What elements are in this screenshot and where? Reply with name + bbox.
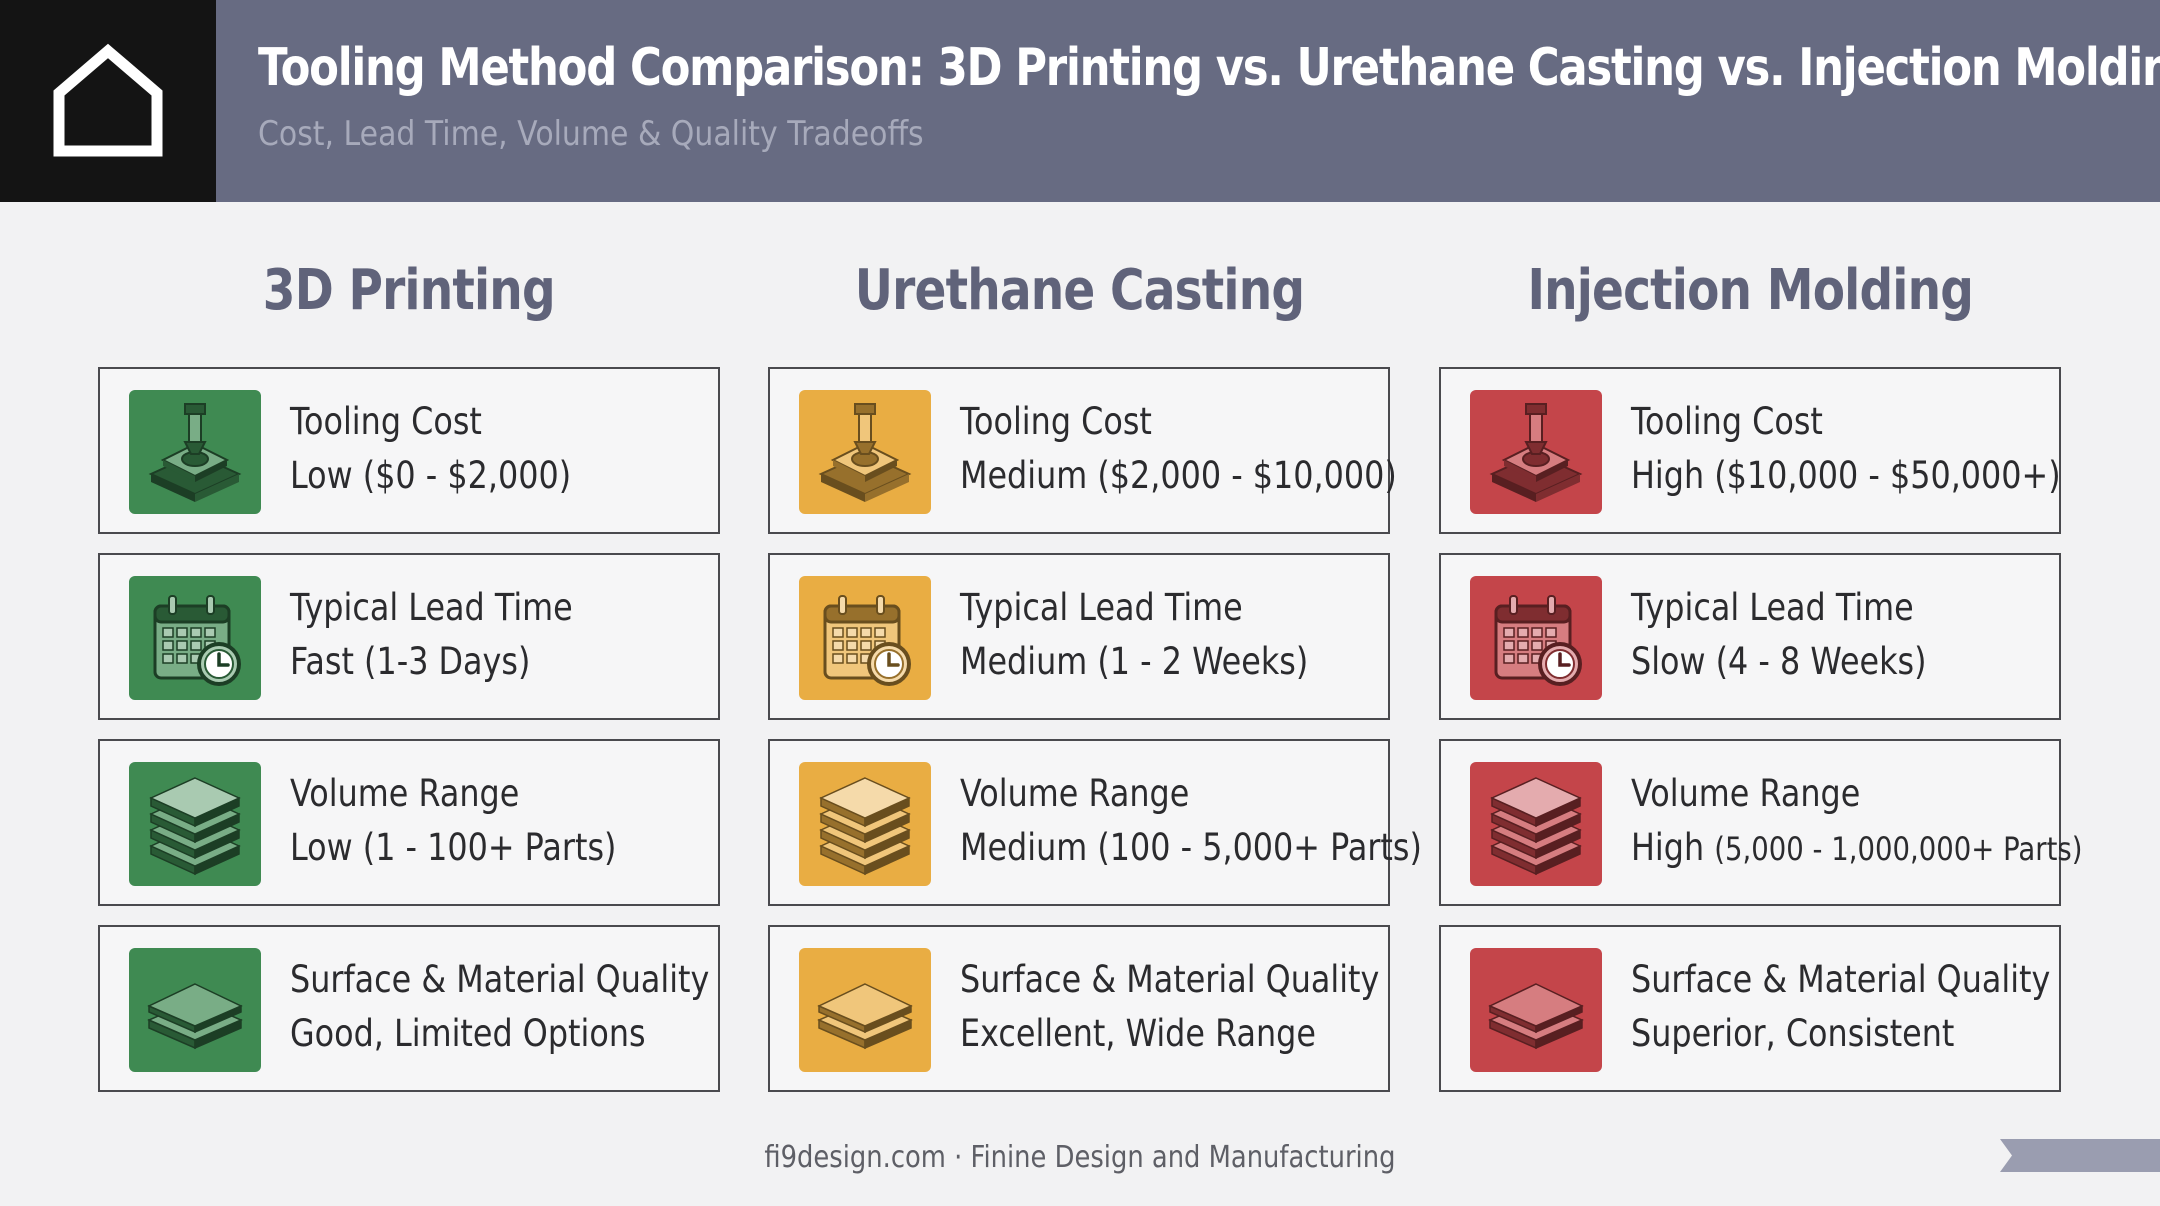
metric-label: Surface & Material Quality bbox=[960, 958, 1380, 1001]
metric-value: Medium (1 - 2 Weeks) bbox=[960, 640, 1309, 683]
card-text: Volume Range Medium (100 - 5,000+ Parts) bbox=[960, 767, 1422, 875]
calendar-clock-icon bbox=[129, 576, 261, 700]
card-text: Tooling Cost Low ($0 - $2,000) bbox=[290, 395, 651, 503]
metric-value: Fast (1-3 Days) bbox=[290, 640, 531, 683]
comparison-card-urethane-casting: Tooling Cost Medium ($2,000 - $10,000) bbox=[768, 367, 1397, 534]
card-text: Surface & Material Quality Superior, Cons… bbox=[1631, 953, 2051, 1061]
metric-value: Medium ($2,000 - $10,000) bbox=[960, 454, 1397, 497]
comparison-card-3d-printing: Volume Range Low (1 - 100+ Parts) bbox=[98, 739, 720, 906]
metric-label: Typical Lead Time bbox=[1631, 586, 1914, 629]
card-text: Typical Lead Time Medium (1 - 2 Weeks) bbox=[960, 581, 1321, 689]
metric-value: High (5,000 - 1,000,000+ Parts) bbox=[1631, 821, 2082, 876]
card-text: Tooling Cost Medium ($2,000 - $10,000) bbox=[960, 395, 1397, 503]
surface-layers-icon bbox=[129, 948, 261, 1072]
comparison-card-injection-molding: Typical Lead Time Slow (4 - 8 Weeks) bbox=[1439, 553, 2061, 720]
comparison-card-urethane-casting: Volume Range Medium (100 - 5,000+ Parts) bbox=[768, 739, 1422, 906]
column-title-urethane-casting: Urethane Casting bbox=[854, 258, 1304, 323]
column-title-injection-molding: Injection Molding bbox=[1527, 258, 1973, 323]
surface-layers-icon bbox=[1470, 948, 1602, 1072]
comparison-card-urethane-casting: Typical Lead Time Medium (1 - 2 Weeks) bbox=[768, 553, 1390, 720]
metric-label: Volume Range bbox=[290, 772, 520, 815]
house-outline-icon bbox=[53, 43, 163, 157]
logo[interactable] bbox=[0, 0, 216, 202]
card-text: Surface & Material Quality Excellent, Wid… bbox=[960, 953, 1380, 1061]
column-title-3d-printing: 3D Printing bbox=[263, 258, 556, 323]
metric-value: Medium (100 - 5,000+ Parts) bbox=[960, 826, 1422, 869]
comparison-card-3d-printing: Surface & Material Quality Good, Limited … bbox=[98, 925, 720, 1092]
metric-label: Surface & Material Quality bbox=[290, 958, 710, 1001]
metric-value: Excellent, Wide Range bbox=[960, 1012, 1316, 1055]
comparison-card-urethane-casting: Surface & Material Quality Excellent, Wid… bbox=[768, 925, 1390, 1092]
comparison-card-injection-molding: Surface & Material Quality Superior, Cons… bbox=[1439, 925, 2061, 1092]
header-banner: Tooling Method Comparison: 3D Printing v… bbox=[0, 0, 2160, 202]
mold-press-icon bbox=[1470, 390, 1602, 514]
metric-label: Tooling Cost bbox=[1631, 400, 1823, 443]
surface-layers-icon bbox=[799, 948, 931, 1072]
metric-value: High ($10,000 - $50,000+) bbox=[1631, 454, 2061, 497]
metric-label: Typical Lead Time bbox=[290, 586, 573, 629]
comparison-card-injection-molding: Volume Range High (5,000 - 1,000,000+ Par… bbox=[1439, 739, 2082, 906]
mold-press-icon bbox=[129, 390, 261, 514]
card-text: Typical Lead Time Fast (1-3 Days) bbox=[290, 581, 651, 689]
card-text: Typical Lead Time Slow (4 - 8 Weeks) bbox=[1631, 581, 1992, 689]
calendar-clock-icon bbox=[799, 576, 931, 700]
metric-value: Low (1 - 100+ Parts) bbox=[290, 826, 617, 869]
calendar-clock-icon bbox=[1470, 576, 1602, 700]
card-text: Volume Range High (5,000 - 1,000,000+ Par… bbox=[1631, 767, 2082, 876]
card-text: Tooling Cost High ($10,000 - $50,000+) bbox=[1631, 395, 2061, 503]
metric-value: Superior, Consistent bbox=[1631, 1012, 1955, 1055]
comparison-card-3d-printing: Typical Lead Time Fast (1-3 Days) bbox=[98, 553, 720, 720]
metric-value: Slow (4 - 8 Weeks) bbox=[1631, 640, 1927, 683]
metric-label: Typical Lead Time bbox=[960, 586, 1243, 629]
metric-value-level: High bbox=[1631, 826, 1715, 869]
stacked-layers-icon bbox=[1470, 762, 1602, 886]
metric-label: Surface & Material Quality bbox=[1631, 958, 2051, 1001]
comparison-card-3d-printing: Tooling Cost Low ($0 - $2,000) bbox=[98, 367, 720, 534]
stacked-layers-icon bbox=[799, 762, 931, 886]
corner-tab bbox=[2000, 1139, 2160, 1172]
metric-label: Volume Range bbox=[960, 772, 1190, 815]
page-title: Tooling Method Comparison: 3D Printing v… bbox=[258, 38, 2160, 98]
card-text: Volume Range Low (1 - 100+ Parts) bbox=[290, 767, 651, 875]
mold-press-icon bbox=[799, 390, 931, 514]
metric-value: Low ($0 - $2,000) bbox=[290, 454, 572, 497]
metric-label: Tooling Cost bbox=[290, 400, 482, 443]
footer-credit: fi9design.com · Finine Design and Manufa… bbox=[764, 1140, 1396, 1175]
metric-label: Volume Range bbox=[1631, 772, 1861, 815]
card-text: Surface & Material Quality Good, Limited … bbox=[290, 953, 710, 1061]
metric-value: Good, Limited Options bbox=[290, 1012, 646, 1055]
comparison-card-injection-molding: Tooling Cost High ($10,000 - $50,000+) bbox=[1439, 367, 2061, 534]
metric-label: Tooling Cost bbox=[960, 400, 1152, 443]
stacked-layers-icon bbox=[129, 762, 261, 886]
metric-value-range: (5,000 - 1,000,000+ Parts) bbox=[1714, 830, 2083, 868]
page-subtitle: Cost, Lead Time, Volume & Quality Tradeo… bbox=[258, 114, 924, 154]
